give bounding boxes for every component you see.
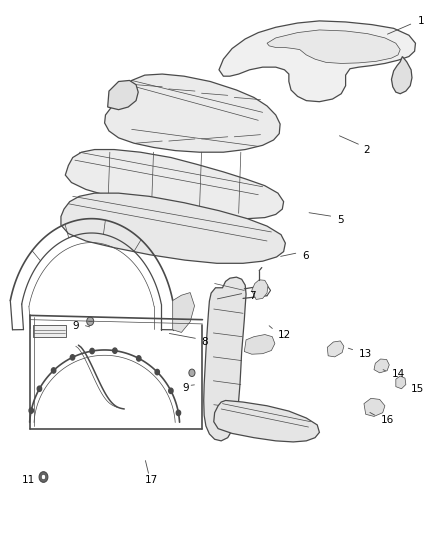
- Circle shape: [155, 369, 159, 375]
- Text: 12: 12: [278, 329, 291, 340]
- Text: 7: 7: [250, 290, 256, 301]
- Polygon shape: [267, 30, 400, 63]
- Text: 17: 17: [145, 475, 158, 485]
- Text: 6: 6: [302, 251, 309, 261]
- Text: 2: 2: [363, 144, 370, 155]
- Circle shape: [39, 472, 48, 482]
- FancyBboxPatch shape: [33, 325, 66, 337]
- Text: 9: 9: [73, 321, 79, 331]
- Circle shape: [113, 348, 117, 353]
- Circle shape: [29, 408, 33, 413]
- Circle shape: [41, 474, 46, 480]
- Circle shape: [176, 410, 180, 416]
- Polygon shape: [364, 398, 385, 416]
- Polygon shape: [105, 74, 280, 152]
- Text: 1: 1: [418, 16, 424, 26]
- Polygon shape: [65, 150, 284, 219]
- FancyBboxPatch shape: [300, 47, 312, 56]
- Polygon shape: [374, 359, 389, 373]
- Text: 8: 8: [201, 337, 208, 347]
- Text: 13: 13: [359, 349, 372, 359]
- Circle shape: [375, 47, 386, 60]
- FancyBboxPatch shape: [285, 47, 297, 56]
- Circle shape: [169, 388, 173, 393]
- Text: 9: 9: [182, 383, 188, 393]
- Text: 5: 5: [337, 215, 343, 225]
- Polygon shape: [204, 277, 246, 441]
- Circle shape: [51, 368, 56, 373]
- Text: 16: 16: [381, 415, 394, 425]
- Polygon shape: [327, 341, 344, 357]
- Polygon shape: [214, 400, 319, 442]
- Text: 15: 15: [411, 384, 424, 394]
- Polygon shape: [244, 335, 275, 354]
- Circle shape: [137, 356, 141, 361]
- Polygon shape: [108, 80, 138, 110]
- Circle shape: [71, 354, 75, 360]
- Circle shape: [87, 317, 94, 326]
- Polygon shape: [61, 193, 286, 263]
- Polygon shape: [392, 56, 412, 94]
- Text: 14: 14: [392, 369, 405, 379]
- Polygon shape: [173, 293, 194, 333]
- Text: 11: 11: [21, 475, 35, 485]
- Polygon shape: [396, 376, 406, 389]
- FancyBboxPatch shape: [315, 47, 327, 56]
- Polygon shape: [219, 21, 416, 102]
- Circle shape: [189, 369, 195, 376]
- Circle shape: [90, 349, 94, 354]
- Circle shape: [378, 50, 384, 58]
- FancyBboxPatch shape: [332, 47, 344, 56]
- Circle shape: [37, 386, 42, 391]
- Polygon shape: [252, 280, 268, 300]
